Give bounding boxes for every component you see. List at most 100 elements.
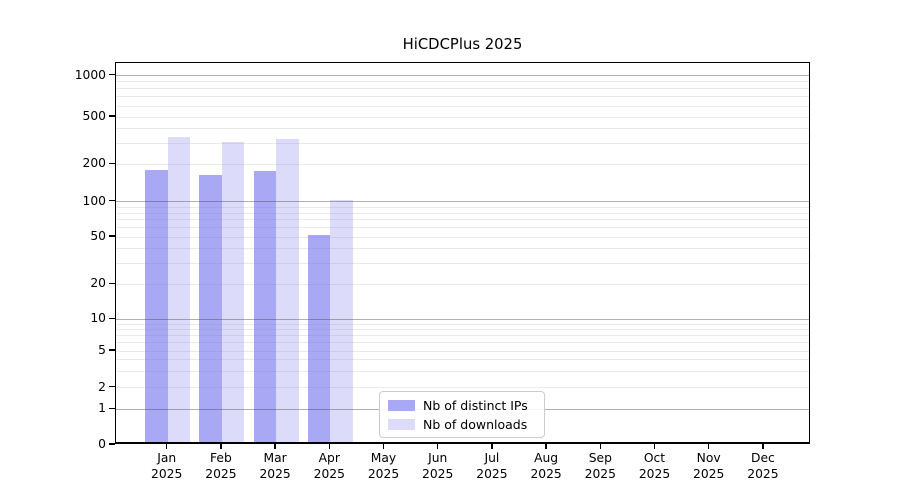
year-label: 2025 — [367, 466, 400, 481]
gridline-minor-50 — [116, 236, 809, 238]
legend-item-downloads: Nb of downloads — [388, 417, 536, 432]
gridline-minor-70 — [116, 219, 809, 221]
y-axis-tick-label: 10 — [90, 311, 106, 326]
year-label: 2025 — [259, 466, 291, 481]
y-axis-tick-label: 5 — [98, 343, 106, 357]
bar-distinct-ips-mar — [253, 170, 277, 442]
y-axis-tick-mark — [109, 443, 115, 445]
bar-downloads-mar — [276, 138, 299, 442]
legend: Nb of distinct IPs Nb of downloads — [379, 391, 545, 438]
gridline-minor-3 — [116, 370, 809, 372]
x-axis-tick-mark — [382, 444, 385, 449]
x-axis-tick-label-jun: Jun 2025 — [422, 451, 453, 482]
x-axis-tick-label-jul: Jul 2025 — [476, 451, 507, 482]
gridline-minor-60 — [116, 227, 809, 229]
month-label: Dec — [750, 451, 775, 465]
x-axis-tick-mark — [707, 444, 710, 449]
x-axis-tick-mark — [599, 444, 602, 449]
x-axis-tick-label-mar: Mar 2025 — [259, 451, 290, 482]
month-label: Jul — [484, 451, 500, 465]
y-axis-tick-label: 20 — [90, 276, 106, 291]
bar-distinct-ips-jan — [145, 170, 168, 442]
gridline-major-10 — [116, 318, 809, 320]
y-axis-tick-label: 50 — [90, 229, 106, 243]
x-axis-tick-label-sep: Sep 2025 — [585, 451, 616, 482]
x-axis-tick-mark — [762, 444, 764, 449]
x-axis-tick-label-oct: Oct 2025 — [639, 451, 670, 482]
year-label: 2025 — [530, 466, 562, 481]
legend-swatch-downloads-icon — [388, 419, 415, 430]
legend-swatch-distinct-ips-icon — [388, 400, 415, 411]
gridline-minor-30 — [116, 262, 809, 264]
gridline-minor-700 — [116, 96, 809, 98]
month-label: Aug — [534, 451, 559, 465]
bar-downloads-apr — [330, 200, 353, 442]
y-axis-tick-label: 1000 — [74, 67, 106, 82]
y-axis-tick-label: 200 — [82, 156, 106, 171]
plot-area: Nb of distinct IPs Nb of downloads — [115, 62, 810, 444]
month-label: Nov — [696, 451, 721, 465]
bars-layer — [116, 63, 809, 442]
gridline-minor-800 — [116, 88, 809, 90]
month-label: Feb — [209, 451, 232, 465]
gridline-minor-40 — [116, 248, 809, 250]
y-axis-tick-mark — [109, 407, 115, 409]
gridline-minor-2 — [116, 387, 809, 389]
y-axis-tick-label: 100 — [82, 193, 106, 208]
gridline-minor-7 — [116, 335, 809, 337]
x-axis-tick-label-feb: Feb 2025 — [205, 451, 236, 482]
x-axis-tick-label-jan: Jan 2025 — [151, 451, 182, 482]
year-label: 2025 — [422, 466, 454, 481]
gridline-minor-900 — [116, 81, 809, 83]
y-axis-tick-mark — [109, 115, 115, 117]
legend-label-downloads: Nb of downloads — [423, 417, 528, 432]
bar-downloads-jan — [167, 137, 191, 442]
x-axis-tick-label-nov: Nov 2025 — [693, 451, 724, 482]
x-axis-tick-mark — [545, 444, 547, 449]
x-axis-tick-label-apr: Apr 2025 — [314, 451, 345, 482]
month-label: Jan — [157, 451, 177, 465]
gridline-minor-200 — [116, 163, 809, 165]
gridline-minor-600 — [116, 105, 809, 107]
grid-layer — [116, 63, 809, 442]
month-label: May — [370, 451, 397, 465]
year-label: 2025 — [313, 466, 345, 481]
y-axis-tick-mark — [109, 162, 115, 164]
x-axis-tick-label-aug: Aug 2025 — [530, 451, 561, 482]
x-axis-tick-label-dec: Dec 2025 — [747, 451, 778, 482]
month-label: Jun — [428, 451, 448, 465]
y-axis-tick-mark — [109, 74, 115, 76]
gridline-minor-500 — [116, 116, 809, 118]
x-axis-tick-mark — [653, 444, 656, 449]
y-axis-tick-label: 0 — [98, 437, 106, 451]
bar-distinct-ips-feb — [199, 174, 222, 442]
x-axis-tick-mark — [274, 444, 276, 449]
y-axis-tick-label: 1 — [98, 401, 106, 416]
gridline-minor-300 — [116, 142, 809, 144]
x-axis-tick-label-may: May 2025 — [368, 451, 399, 482]
gridline-major-1000 — [116, 75, 809, 77]
y-axis-tick-mark — [109, 317, 115, 319]
gridline-minor-5 — [116, 350, 809, 352]
x-axis-tick-mark — [165, 444, 168, 449]
year-label: 2025 — [638, 466, 671, 481]
bar-downloads-feb — [221, 142, 245, 442]
gridline-minor-9 — [116, 323, 809, 325]
gridline-minor-4 — [116, 359, 809, 361]
legend-label-distinct-ips: Nb of distinct IPs — [423, 398, 528, 413]
x-axis-tick-mark — [328, 444, 331, 449]
year-label: 2025 — [205, 466, 237, 481]
y-axis-tick-mark — [109, 282, 115, 284]
gridline-major-100 — [116, 201, 809, 203]
month-label: Oct — [643, 451, 666, 465]
x-axis-tick-mark — [220, 444, 222, 449]
year-label: 2025 — [584, 466, 616, 481]
bar-distinct-ips-apr — [307, 235, 331, 442]
year-label: 2025 — [151, 466, 183, 481]
y-axis-tick-mark — [109, 200, 115, 202]
gridline-minor-400 — [116, 128, 809, 130]
y-axis-tick-mark — [109, 386, 115, 388]
year-label: 2025 — [476, 466, 508, 481]
legend-item-distinct-ips: Nb of distinct IPs — [388, 398, 536, 413]
